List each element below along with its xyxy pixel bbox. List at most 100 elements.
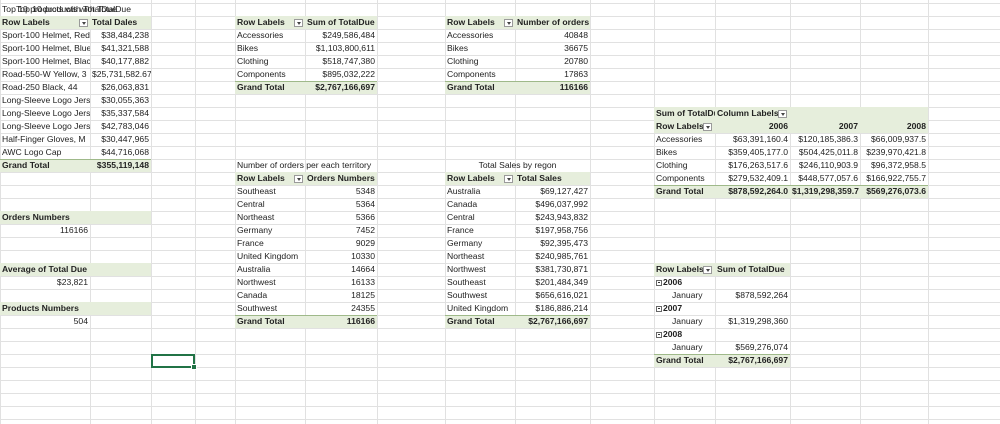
row-label: January [672, 316, 703, 326]
kpi-band [0, 263, 151, 276]
selected-cell[interactable] [151, 354, 197, 370]
total-value: $2,767,166,697 [315, 82, 375, 92]
total-label: Grand Total [2, 160, 50, 170]
row-label: Australia [447, 186, 481, 196]
cell-value: 9029 [355, 238, 375, 248]
filter-button[interactable] [703, 122, 712, 131]
row-label: Long-Sleeve Logo Jerse [2, 108, 90, 118]
cell-value: $1,319,298,360 [728, 316, 788, 326]
total-band [445, 81, 590, 94]
total-value: $1,319,298,359.7 [792, 186, 859, 196]
column-header: Orders Numbers [305, 172, 377, 185]
cell-value: $1,103,800,611 [315, 43, 375, 53]
expand-toggle[interactable] [656, 279, 662, 286]
column-header: Total Sales [515, 172, 590, 185]
year-header: 2008 [860, 120, 928, 133]
row-label: Australia [237, 264, 271, 274]
cell-value: 36675 [564, 43, 588, 53]
total-band [235, 315, 377, 328]
cell-value: $25,731,582.67 [92, 69, 151, 79]
cell-value: 5364 [355, 199, 375, 209]
filter-button[interactable] [294, 18, 303, 27]
column-header: Sum of TotalDue [305, 16, 377, 29]
cell-value: $496,037,992 [535, 199, 588, 209]
row-label: Clothing [447, 56, 479, 66]
total-label: Grand Total [656, 355, 704, 365]
row-label: Long-Sleeve Logo Jerse [2, 121, 90, 131]
cell-value: $35,337,584 [101, 108, 149, 118]
filter-button[interactable] [504, 174, 513, 183]
group-label: 2008 [663, 329, 683, 339]
row-label: Southwest [447, 290, 488, 300]
total-band [654, 185, 928, 198]
total-value: $2,767,166,697 [728, 355, 788, 365]
cell-value: 40848 [564, 30, 588, 40]
column-header: Row Labels [235, 16, 305, 29]
row-label: Half-Finger Gloves, M [2, 134, 86, 144]
kpi-value: $23,821 [56, 277, 88, 287]
row-label: Bikes [447, 43, 469, 53]
total-value: $878,592,264.0 [728, 186, 788, 196]
cell-value: 17863 [564, 69, 588, 79]
cell-value: $381,730,871 [535, 264, 588, 274]
column-header: Row Labels [0, 16, 90, 29]
expand-toggle[interactable] [656, 331, 662, 338]
row-label: Road-250 Black, 44 [2, 82, 78, 92]
expand-toggle[interactable] [656, 305, 662, 312]
row-label: Southeast [237, 186, 276, 196]
cell-value: $166,922,755.7 [866, 173, 926, 183]
cell-value: 20780 [564, 56, 588, 66]
row-label: Components [237, 69, 286, 79]
row-label: Long-Sleeve Logo Jerse [2, 95, 90, 105]
table-title: Top 10 products with TotalDue [16, 4, 131, 14]
filter-button[interactable] [79, 18, 88, 27]
row-label: United Kingdom [237, 251, 299, 261]
total-label: Grand Total [447, 82, 495, 92]
filter-button[interactable] [294, 174, 303, 183]
cell-value: $448,577,057.6 [798, 173, 858, 183]
cell-value: $239,970,421.8 [866, 147, 926, 157]
cell-value: $30,447,965 [101, 134, 149, 144]
row-label: Canada [447, 199, 478, 209]
cell-value: $176,263,517.6 [728, 160, 788, 170]
table-title: Top 10 products with TotalDue [2, 4, 117, 14]
cell-value: 14664 [351, 264, 375, 274]
kpi-value: 504 [73, 316, 88, 326]
cell-value: $878,592,264 [735, 290, 788, 300]
kpi-band [0, 211, 151, 224]
cell-value: $240,985,761 [535, 251, 588, 261]
row-label: Central [237, 199, 265, 209]
filter-button[interactable] [778, 109, 787, 118]
cell-value: $42,783,046 [101, 121, 149, 131]
cell-value: 5366 [355, 212, 375, 222]
row-label: Germany [447, 238, 483, 248]
row-label: Sport-100 Helmet, Blac [2, 56, 90, 66]
row-label: Northeast [237, 212, 275, 222]
row-label: France [447, 225, 474, 235]
row-label: Sport-100 Helmet, Red [2, 30, 90, 40]
filter-button[interactable] [504, 18, 513, 27]
total-value: 116166 [559, 82, 588, 92]
row-label: Accessories [656, 134, 703, 144]
row-label: Southeast [447, 277, 486, 287]
cell-value: $518,747,380 [322, 56, 375, 66]
row-label: Clothing [656, 160, 688, 170]
cell-value: 7452 [355, 225, 375, 235]
total-value: $355,119,148 [96, 160, 149, 170]
row-label: January [672, 342, 703, 352]
cell-value: $197,958,756 [535, 225, 588, 235]
row-label: Southwest [237, 303, 278, 313]
row-label: Central [447, 212, 475, 222]
cell-value: $895,032,222 [322, 69, 375, 79]
cell-value: $249,586,484 [322, 30, 375, 40]
row-label: Road-550-W Yellow, 3 [2, 69, 87, 79]
row-label: Northwest [447, 264, 486, 274]
cell-value: $120,185,386.3 [798, 134, 858, 144]
total-value: $2,767,166,697 [528, 316, 588, 326]
total-label: Grand Total [447, 316, 495, 326]
row-header: Row Labels [654, 120, 715, 133]
column-header: Column Labels [715, 107, 790, 120]
filter-button[interactable] [703, 265, 712, 274]
total-value: $569,276,073.6 [866, 186, 926, 196]
total-label: Grand Total [237, 82, 285, 92]
